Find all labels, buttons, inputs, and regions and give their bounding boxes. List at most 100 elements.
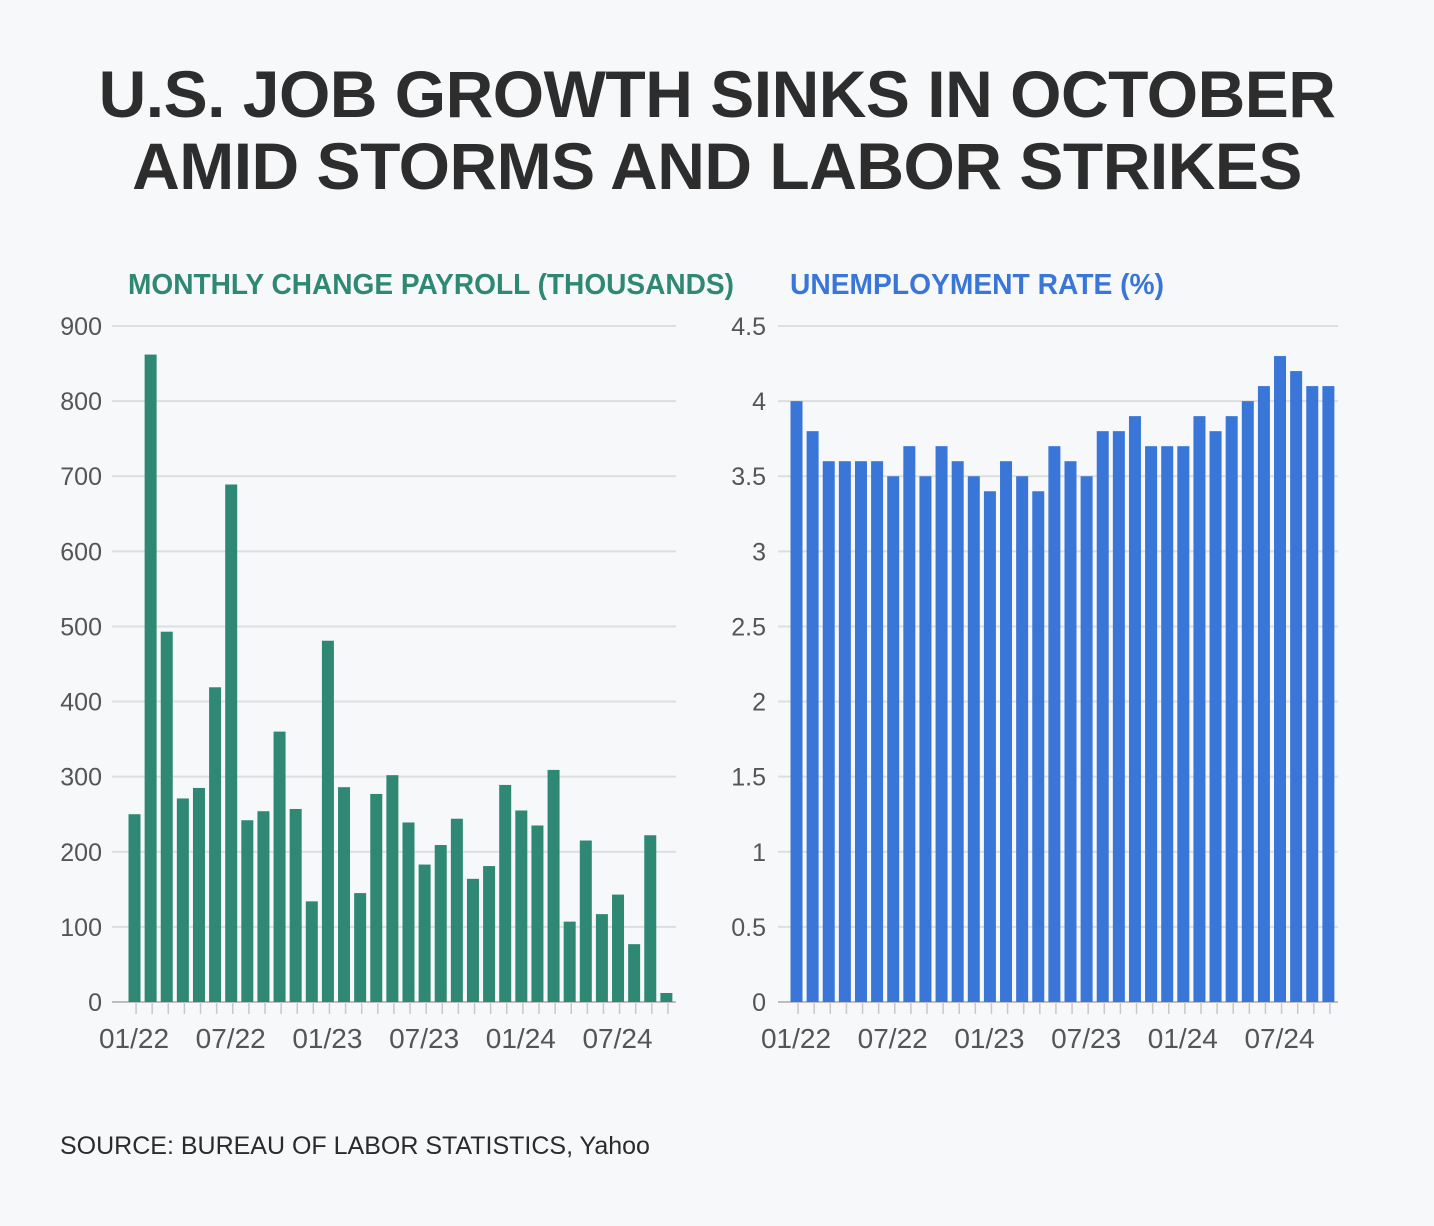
chart1-x-tick-label: 01/22 xyxy=(99,1023,169,1054)
chart1-y-tick-label: 700 xyxy=(60,463,102,491)
chart1-bar-02/22 xyxy=(144,354,157,1002)
chart1-bar-08/22 xyxy=(241,820,254,1002)
chart1-bar-05/24 xyxy=(579,840,592,1002)
chart2-y-tick-label: 4.5 xyxy=(731,313,766,341)
chart2-x-tick-label: 01/24 xyxy=(1148,1023,1218,1054)
chart2-bar-10/22 xyxy=(935,446,948,1003)
chart2-x-tick-label: 01/23 xyxy=(954,1023,1024,1054)
chart2-bar-04/24 xyxy=(1225,416,1238,1003)
chart1-bar-05/22 xyxy=(192,787,205,1002)
chart1-bar-09/24 xyxy=(644,835,657,1002)
chart2-y-tick-label: 4 xyxy=(752,388,766,416)
chart2-bar-02/24 xyxy=(1193,416,1206,1003)
chart1-bar-10/23 xyxy=(466,878,479,1002)
chart1-y-tick-label: 800 xyxy=(60,388,102,416)
chart2-bar-07/22 xyxy=(887,476,900,1002)
chart2-x-tick-label: 07/23 xyxy=(1051,1023,1121,1054)
chart1-y-tick-label: 0 xyxy=(88,989,102,1017)
chart2-bar-03/22 xyxy=(822,461,835,1002)
chart2-y-tick-label: 1 xyxy=(752,839,766,867)
chart1-bar-04/23 xyxy=(370,793,383,1002)
chart2-y-tick-label: 3.5 xyxy=(731,463,766,491)
chart2-bar-03/24 xyxy=(1209,431,1222,1003)
chart2-bar-05/22 xyxy=(854,461,867,1002)
chart2-bar-10/24 xyxy=(1322,386,1335,1003)
chart2-bar-05/24 xyxy=(1241,401,1254,1003)
chart2-bar-06/22 xyxy=(871,461,884,1002)
chart1-x-tick-label: 07/22 xyxy=(196,1023,266,1054)
chart2-x-tick-label: 01/22 xyxy=(761,1023,831,1054)
chart2-bar-06/23 xyxy=(1064,461,1077,1002)
chart2-bar-02/22 xyxy=(806,431,819,1003)
headline-line-2: AMID STORMS AND LABOR STRIKES xyxy=(132,129,1302,203)
chart1-bar-07/22 xyxy=(225,484,238,1002)
chart1-y-tick-label: 500 xyxy=(60,613,102,641)
chart1-bar-11/23 xyxy=(483,866,496,1002)
chart1-bar-06/22 xyxy=(209,687,222,1002)
chart2-bar-01/22 xyxy=(790,401,803,1003)
chart1-bar-12/22 xyxy=(305,901,318,1002)
chart1-bar-01/22 xyxy=(128,814,141,1002)
chart2-bar-10/23 xyxy=(1128,416,1141,1003)
chart1-bar-01/23 xyxy=(321,640,334,1002)
chart1-bar-03/24 xyxy=(547,769,560,1002)
chart1-y-tick-label: 100 xyxy=(60,914,102,942)
chart1-title: MONTHLY CHANGE PAYROLL (THOUSANDS) xyxy=(128,269,734,301)
chart2-x-tick-label: 07/22 xyxy=(858,1023,928,1054)
source-note: SOURCE: BUREAU OF LABOR STATISTICS, Yaho… xyxy=(60,1132,650,1160)
chart2-y-tick-label: 2.5 xyxy=(731,613,766,641)
chart2-y-tick-label: 0 xyxy=(752,989,766,1017)
chart2-bar-02/23 xyxy=(1000,461,1013,1002)
chart2-x-tick-label: 07/24 xyxy=(1244,1023,1314,1054)
chart2-bar-09/22 xyxy=(919,476,932,1002)
chart1-bar-04/22 xyxy=(176,798,189,1002)
chart1-bar-12/23 xyxy=(499,784,512,1002)
chart2-y-tick-label: 3 xyxy=(752,538,766,566)
chart2-bar-06/24 xyxy=(1257,386,1270,1003)
chart2-bar-01/23 xyxy=(983,491,996,1002)
chart1-y-tick-label: 900 xyxy=(60,313,102,341)
chart2-bar-08/23 xyxy=(1096,431,1109,1003)
chart2-bar-12/23 xyxy=(1161,446,1174,1003)
chart1-bar-02/23 xyxy=(338,787,351,1002)
chart2-bar-11/23 xyxy=(1145,446,1158,1003)
chart1-bar-06/23 xyxy=(402,822,415,1002)
chart2-y-tick-label: 2 xyxy=(752,689,766,717)
chart1-y-tick-label: 600 xyxy=(60,538,102,566)
chart1-bar-07/23 xyxy=(418,864,431,1002)
chart1-bar-08/23 xyxy=(434,845,447,1002)
chart2-y-tick-label: 1.5 xyxy=(731,764,766,792)
chart2-title: UNEMPLOYMENT RATE (%) xyxy=(790,269,1164,301)
chart2-bar-09/23 xyxy=(1112,431,1125,1003)
chart1-x-tick-label: 01/24 xyxy=(486,1023,556,1054)
chart1-bar-09/23 xyxy=(450,818,463,1002)
chart2-bar-07/23 xyxy=(1080,476,1093,1002)
chart2-bar-05/23 xyxy=(1048,446,1061,1003)
chart1-bar-03/23 xyxy=(354,893,367,1002)
chart1-bar-10/24 xyxy=(660,992,673,1002)
chart1-y-tick-label: 400 xyxy=(60,689,102,717)
chart1-x-tick-label: 07/23 xyxy=(389,1023,459,1054)
chart1-bar-10/22 xyxy=(273,731,286,1002)
chart1-bar-05/23 xyxy=(386,775,399,1002)
chart2-bar-08/24 xyxy=(1290,371,1303,1003)
chart2-bar-09/24 xyxy=(1306,386,1319,1003)
chart1-bar-06/24 xyxy=(595,914,608,1002)
chart1-bar-02/24 xyxy=(531,825,544,1002)
chart1-bar-11/22 xyxy=(289,808,302,1002)
chart2-bar-03/23 xyxy=(1016,476,1029,1002)
chart2-bar-04/23 xyxy=(1032,491,1045,1002)
headline: U.S. JOB GROWTH SINKS IN OCTOBER AMID ST… xyxy=(0,58,1434,202)
chart2-y-tick-label: 0.5 xyxy=(731,914,766,942)
chart1-y-tick-label: 200 xyxy=(60,839,102,867)
chart1-x-tick-label: 01/23 xyxy=(292,1023,362,1054)
chart2-bar-12/22 xyxy=(967,476,980,1002)
chart2-bar-01/24 xyxy=(1177,446,1190,1003)
chart1-bar-04/24 xyxy=(563,921,576,1002)
chart1-bar-09/22 xyxy=(257,811,270,1002)
chart1-bar-01/24 xyxy=(515,810,528,1002)
chart1-bar-03/22 xyxy=(160,631,173,1002)
chart2-bar-04/22 xyxy=(838,461,851,1002)
chart2-bar-08/22 xyxy=(903,446,916,1003)
